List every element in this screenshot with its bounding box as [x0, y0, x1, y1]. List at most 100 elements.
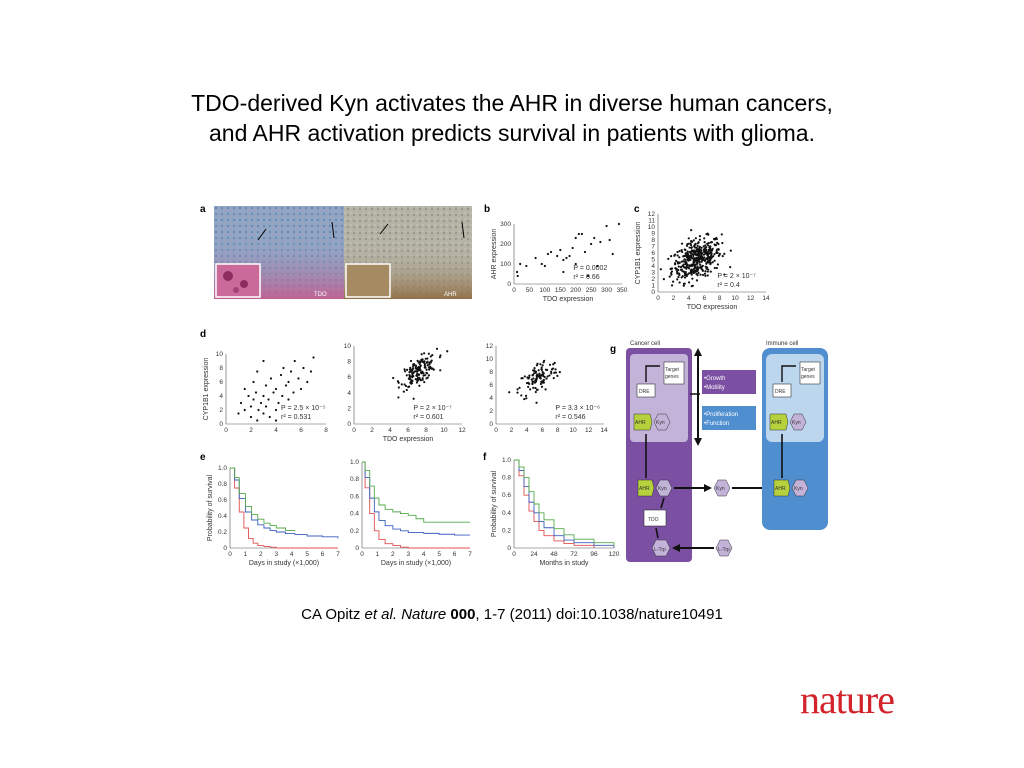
d1-point — [284, 384, 288, 387]
d2-point — [420, 372, 423, 375]
c-point — [704, 274, 707, 277]
kyn-extracellular-text: Kyn — [716, 486, 725, 492]
c-point — [695, 279, 699, 282]
c-point — [709, 241, 713, 244]
c-point — [717, 242, 720, 246]
f-x-tick-label: 72 — [570, 551, 578, 558]
c-point — [689, 254, 693, 257]
d3-point — [534, 386, 537, 390]
d3-y-tick-label: 8 — [489, 369, 493, 376]
d3-point — [523, 397, 526, 401]
citation-volume: 000 — [450, 606, 476, 623]
f-series-1 — [514, 459, 615, 548]
motility-text: •Motility — [704, 385, 725, 391]
c-point — [698, 246, 701, 249]
c-y-tick-label: 0 — [651, 289, 655, 296]
d3-point — [535, 376, 538, 379]
b-x-tick-label: 100 — [539, 287, 550, 294]
d1-x-tick-label: 0 — [224, 427, 228, 434]
d3-point — [528, 374, 531, 377]
d3-point — [518, 386, 521, 389]
b-point — [559, 248, 562, 252]
c-point — [677, 265, 680, 268]
d3-point — [548, 374, 551, 377]
d1-x-tick-label: 6 — [299, 427, 303, 434]
d2-point — [416, 374, 419, 378]
d2-point — [408, 368, 412, 371]
c-point — [695, 254, 698, 257]
c-point — [694, 237, 697, 240]
d2-point — [403, 370, 407, 373]
kyn-cyto-shape — [655, 479, 673, 497]
d3-point — [541, 373, 544, 376]
d1-point — [243, 408, 246, 412]
d3-point — [532, 377, 535, 380]
d3-point — [554, 371, 558, 374]
b-point — [593, 236, 596, 240]
c-point — [703, 237, 706, 240]
d1-point — [272, 391, 275, 394]
d2-point — [413, 370, 416, 373]
c-point — [670, 255, 673, 258]
c-point — [723, 273, 726, 276]
f-x-tick-label: 120 — [609, 551, 620, 558]
c-point — [686, 273, 689, 276]
e1-y-tick-label: 0 — [223, 545, 227, 552]
c-point — [698, 261, 701, 264]
c-point — [681, 275, 684, 278]
b-point — [574, 236, 577, 240]
d1-point — [262, 412, 265, 415]
d2-point — [405, 368, 409, 371]
e2-x-tick-label: 0 — [360, 551, 364, 558]
d1-point — [274, 387, 278, 391]
d1-point — [274, 408, 278, 412]
c-point — [720, 233, 723, 236]
e1-y-tick-label: 0.6 — [218, 497, 227, 504]
c-point — [686, 259, 689, 262]
b-point — [540, 262, 543, 266]
b-point — [586, 274, 590, 278]
d2-point — [429, 355, 432, 358]
c-point — [715, 250, 718, 253]
d2-point — [412, 365, 415, 368]
d2-x-tick-label: 0 — [352, 427, 356, 434]
c-point — [670, 273, 673, 276]
c-point — [706, 274, 709, 277]
c-point — [705, 266, 709, 269]
e1-y-tick-label: 0.2 — [218, 529, 227, 536]
d1-point — [254, 391, 258, 394]
d3-point — [541, 364, 544, 367]
c-point — [670, 270, 674, 273]
d1-x-tick-label: 2 — [249, 427, 253, 434]
d2-x-tick-label: 2 — [370, 427, 374, 434]
panel-a-ahr-image: AHR — [344, 206, 472, 299]
e1-x-tick-label: 4 — [290, 551, 294, 558]
c-point — [701, 269, 704, 272]
c-point — [680, 260, 684, 263]
d2-point — [432, 368, 435, 371]
d1-point — [292, 391, 295, 394]
d2-point — [417, 373, 420, 376]
b-point — [534, 256, 537, 260]
c-y-tick-label: 11 — [648, 218, 655, 225]
b-point — [525, 264, 528, 268]
d3-point — [525, 397, 528, 400]
c-y-tick-label: 1 — [651, 283, 655, 290]
c-point — [678, 281, 681, 284]
c-point — [676, 250, 679, 254]
e1-x-tick-label: 1 — [244, 551, 248, 558]
d1-point — [269, 377, 273, 380]
c-point — [685, 244, 689, 247]
d1-point — [264, 405, 268, 408]
d1-point — [281, 394, 284, 398]
e2-x-tick-label: 2 — [391, 551, 395, 558]
c-point — [701, 257, 705, 260]
b-x-tick-label: 300 — [601, 287, 612, 294]
d3-point — [549, 370, 553, 373]
c-point — [703, 272, 707, 275]
c-point — [686, 250, 689, 253]
d3-point — [544, 388, 547, 391]
e1-y-tick-label: 0.8 — [218, 481, 227, 488]
c-point — [714, 243, 718, 247]
d2-point — [418, 369, 421, 372]
